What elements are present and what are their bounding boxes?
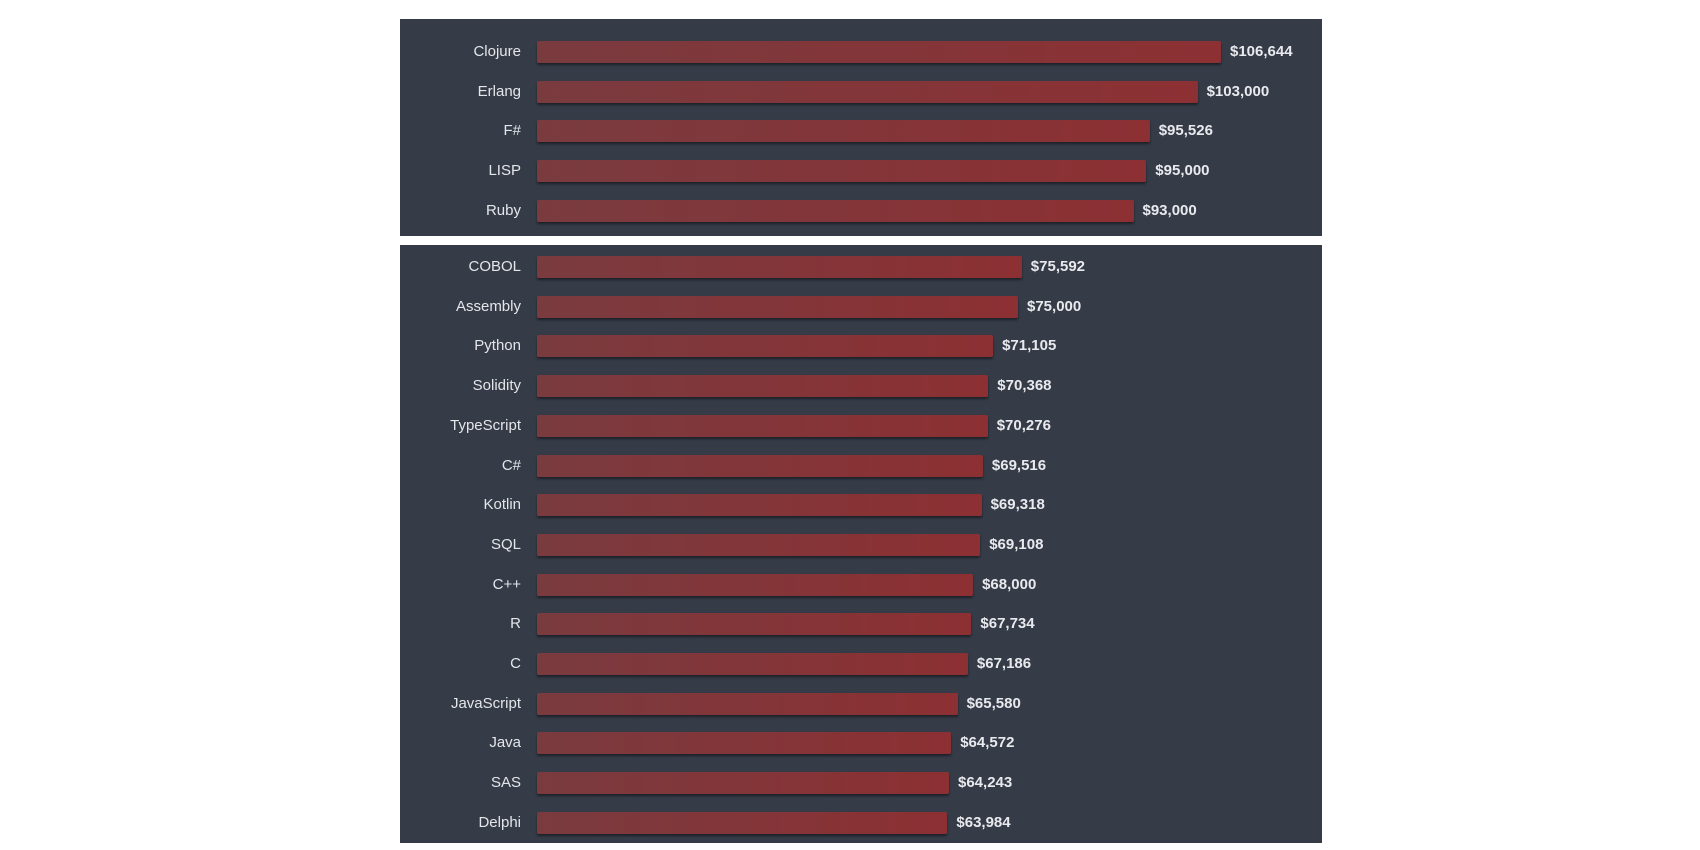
- category-label: SAS: [490, 774, 521, 792]
- value-label: $106,644: [1230, 43, 1293, 60]
- value-label: $70,276: [996, 416, 1051, 434]
- bar: [537, 454, 983, 477]
- bar-row: Assembly $75,000: [400, 287, 1322, 327]
- value-label: $65,580: [966, 694, 1021, 712]
- value-label: $71,105: [1002, 337, 1057, 355]
- bar: [537, 80, 1198, 103]
- category-label: Assembly: [455, 297, 521, 315]
- bar-row: R $67,734: [400, 604, 1322, 644]
- value-label: $95,000: [1155, 162, 1210, 180]
- bar: [537, 414, 988, 437]
- category-label: R: [510, 615, 521, 633]
- value-label: $67,734: [980, 615, 1035, 633]
- chart-panel-top: Clojure $106,644 Erlang $103,000 F# $95,526 LI…: [400, 19, 1322, 236]
- category-label: Erlang: [477, 82, 521, 100]
- category-label: C: [510, 655, 521, 672]
- bar: [537, 375, 989, 398]
- bar: [537, 811, 948, 834]
- category-label: F#: [503, 122, 521, 140]
- category-label: Python: [474, 337, 521, 355]
- value-label: $68,000: [982, 575, 1037, 593]
- bar: [537, 732, 952, 755]
- bar: [537, 160, 1147, 183]
- category-label: C++: [492, 575, 521, 593]
- category-label: Ruby: [485, 201, 521, 219]
- bar-row: COBOL $75,592: [400, 247, 1322, 287]
- bar: [537, 335, 994, 358]
- bar-row: Python $71,105: [400, 326, 1322, 366]
- value-label: $67,186: [976, 655, 1032, 672]
- category-label: Solidity: [472, 377, 521, 395]
- bar: [537, 120, 1150, 143]
- bar: [537, 692, 958, 715]
- bar: [537, 41, 1221, 63]
- value-label: $69,108: [989, 535, 1044, 553]
- bar-row: Java $64,572: [400, 723, 1322, 763]
- value-label: $95,526: [1158, 122, 1213, 140]
- bar-row: Solidity $70,368: [400, 366, 1322, 406]
- bar-row: C $67,186: [400, 644, 1322, 684]
- bar: [537, 295, 1018, 318]
- bar: [537, 613, 972, 636]
- value-label: $70,368: [997, 377, 1052, 395]
- bar-row: C# $69,516: [400, 446, 1322, 486]
- bar-row: JavaScript $65,580: [400, 684, 1322, 724]
- bar-row: TypeScript $70,276: [400, 406, 1322, 446]
- value-label: $75,592: [1030, 258, 1086, 275]
- category-label: C#: [501, 456, 521, 474]
- bar: [537, 772, 949, 795]
- category-label: Delphi: [478, 813, 521, 831]
- value-label: $103,000: [1206, 82, 1270, 100]
- bar: [537, 199, 1134, 222]
- bar: [537, 494, 982, 517]
- chart-panel-bottom: COBOL $75,592 Assembly $75,000 Python $71,105…: [400, 245, 1322, 843]
- bar: [537, 256, 1022, 278]
- bar-row: Clojure $106,644: [400, 32, 1322, 72]
- bar-row: Kotlin $69,318: [400, 485, 1322, 525]
- bar: [537, 533, 981, 556]
- category-label: Kotlin: [483, 496, 521, 514]
- bar-row: Erlang $103,000: [400, 72, 1322, 112]
- bar: [537, 573, 974, 596]
- bar-row: C++ $68,000: [400, 565, 1322, 605]
- category-label: SQL: [490, 535, 521, 553]
- bar-row: LISP $95,000: [400, 151, 1322, 191]
- bar-row: Ruby $93,000: [400, 191, 1322, 231]
- category-label: COBOL: [468, 258, 521, 275]
- bar-row: SAS $64,243: [400, 763, 1322, 803]
- value-label: $63,984: [956, 813, 1011, 831]
- category-label: LISP: [488, 162, 521, 180]
- bar-row: Delphi $63,984: [400, 803, 1322, 843]
- category-label: TypeScript: [450, 416, 521, 434]
- category-label: Clojure: [473, 43, 521, 60]
- value-label: $64,243: [958, 774, 1013, 792]
- value-label: $75,000: [1027, 297, 1082, 315]
- category-label: JavaScript: [450, 694, 521, 712]
- value-label: $64,572: [960, 734, 1015, 752]
- category-label: Java: [489, 734, 521, 752]
- bar-row: SQL $69,108: [400, 525, 1322, 565]
- bar-row: F# $95,526: [400, 111, 1322, 151]
- value-label: $69,318: [990, 496, 1045, 514]
- bar: [537, 653, 968, 675]
- value-label: $93,000: [1142, 201, 1197, 219]
- value-label: $69,516: [991, 456, 1047, 474]
